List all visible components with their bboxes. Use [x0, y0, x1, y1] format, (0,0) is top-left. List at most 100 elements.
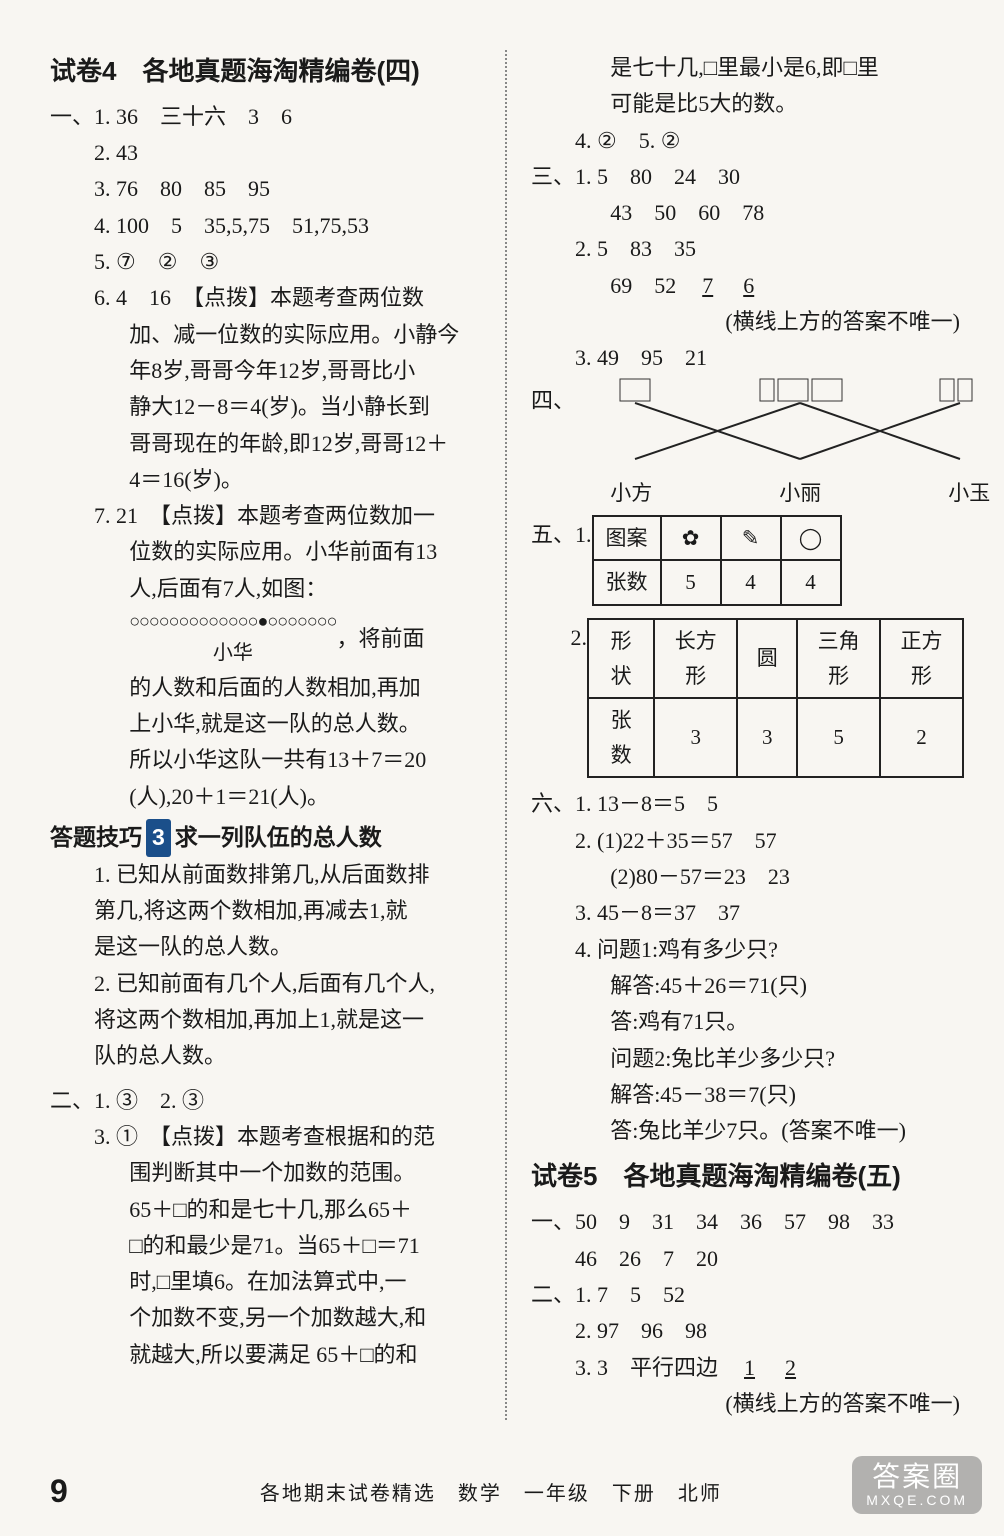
s3-2u1: 7 — [698, 273, 717, 298]
s6-2a: 2. (1)22＋35＝57 57 — [531, 823, 964, 859]
t1-ic3: ◯ — [781, 516, 841, 561]
q1-3: 3. 76 80 85 95 — [50, 171, 481, 207]
r-i4: 4. ② 5. ② — [531, 123, 964, 159]
s4-row: 四、 小方 小丽 — [531, 377, 964, 511]
t2-r: 张数 — [588, 698, 654, 777]
t5-2: 二、1. 7 5 52 — [531, 1277, 964, 1313]
t2-c2: 圆 — [737, 619, 797, 698]
t5-2b: 2. 97 96 98 — [531, 1313, 964, 1349]
t5-2c: 3. 3 平行四边 1 2 — [531, 1350, 964, 1386]
s6-1: 六、1. 13－8＝5 5 — [531, 786, 964, 822]
tip-title-a: 答题技巧 — [50, 824, 142, 850]
q1-7c: 人,后面有7人,如图： — [50, 571, 481, 607]
tip1a: 1. 已知从前面数排第几,从后面数排 — [50, 857, 481, 893]
match-c: 小玉 — [948, 476, 990, 511]
q1-5: 5. ⑦ ② ③ — [50, 244, 481, 280]
tip2a: 2. 已知前面有几个人,后面有几个人, — [50, 966, 481, 1002]
s3-2b-t: 69 52 — [610, 273, 698, 298]
table1: 图案 ✿ ✎ ◯ 张数 5 4 4 — [592, 515, 842, 606]
q2-3f: 个加数不变,另一个加数越大,和 — [50, 1300, 481, 1336]
cont1: 是七十几,□里最小是6,即□里 — [531, 50, 964, 86]
tip2c: 队的总人数。 — [50, 1038, 481, 1074]
q1-4: 4. 100 5 35,5,75 51,75,53 — [50, 208, 481, 244]
s6-4d: 问题2:兔比羊少多少只? — [531, 1041, 964, 1077]
q1-1: 一、1. 36 三十六 3 6 — [50, 99, 481, 135]
t2-v3: 5 — [797, 698, 880, 777]
cont2: 可能是比5大的数。 — [531, 86, 964, 122]
t1-v3: 4 — [781, 560, 841, 605]
q2: 二、1. ③ 2. ③ — [50, 1083, 481, 1119]
s3-2a: 2. 5 83 35 — [531, 231, 964, 267]
q2-3a: 3. ① 【点拨】本题考查根据和的范 — [50, 1119, 481, 1155]
q1-7a: 7. 21 【点拨】本题考查两位数加一 — [50, 498, 481, 534]
s6-4b: 解答:45＋26＝71(只) — [531, 968, 964, 1004]
s3b: 43 50 60 78 — [531, 195, 964, 231]
watermark-big: 答案圈 — [872, 1461, 962, 1492]
tip-title: 答题技巧3求一列队伍的总人数 — [50, 819, 481, 857]
t1-h: 图案 — [593, 516, 661, 561]
q1-6a: 6. 4 16 【点拨】本题考查两位数 — [50, 280, 481, 316]
t1-ic1: ✿ — [661, 516, 721, 561]
t2-c4: 正方形 — [880, 619, 963, 698]
q1-6c: 年8岁,哥哥今年12岁,哥哥比小 — [50, 353, 481, 389]
tip1b: 第几,将这两个数相加,再减去1,就 — [50, 893, 481, 929]
t5-1a: 一、50 9 31 34 36 57 98 33 — [531, 1204, 964, 1240]
q2-3g: 就越大,所以要满足 65＋□的和 — [50, 1337, 481, 1373]
t5-2c-t: 3. 3 平行四边 — [575, 1355, 740, 1380]
watermark-small: MXQE.COM — [866, 1493, 968, 1508]
t1-r: 张数 — [593, 560, 661, 605]
s6-2b: (2)80－57＝23 23 — [531, 859, 964, 895]
q1-7d: ，将前面 — [337, 607, 481, 657]
q2-3c: 65＋□的和是七十几,那么65＋ — [50, 1192, 481, 1228]
queue-dots: ○○○○○○○○○○○○○●○○○○○○○ — [129, 607, 336, 637]
s3-3: 3. 49 95 21 — [531, 340, 964, 376]
s5-row2: 2. 形状 长方形 圆 三角形 正方形 张数 3 3 5 2 — [531, 614, 964, 787]
q2-3e: 时,□里填6。在加法算式中,一 — [50, 1264, 481, 1300]
tip2b: 将这两个数相加,再加上1,就是这一 — [50, 1002, 481, 1038]
t5-1b: 46 26 7 20 — [531, 1241, 964, 1277]
footer-text: 各地期末试卷精选 数学 一年级 下册 北师 — [68, 1477, 914, 1506]
s5-label: 五、1. — [531, 511, 592, 553]
page-number: 9 — [50, 1473, 68, 1510]
s6-4c: 答:鸡有71只。 — [531, 1004, 964, 1040]
q1-6f: 4＝16(岁)。 — [50, 462, 481, 498]
s4-label: 四、 — [531, 377, 575, 419]
t2-v2: 3 — [737, 698, 797, 777]
s3: 三、1. 5 80 24 30 — [531, 159, 964, 195]
s6-3: 3. 45－8＝37 37 — [531, 895, 964, 931]
t5-2c-u1: 1 — [740, 1355, 759, 1380]
t2-c1: 长方形 — [654, 619, 737, 698]
q1-6b: 加、减一位数的实际应用。小静今 — [50, 317, 481, 353]
q2-3b: 围判断其中一个加数的范围。 — [50, 1155, 481, 1191]
t2-c3: 三角形 — [797, 619, 880, 698]
right-column: 是七十几,□里最小是6,即□里 可能是比5大的数。 4. ② 5. ② 三、1.… — [507, 50, 964, 1420]
q1-6e: 哥哥现在的年龄,即12岁,哥哥12＋ — [50, 426, 481, 462]
s5-2: 2. — [531, 614, 587, 656]
t5-2c-u2: 2 — [781, 1355, 800, 1380]
t5-note: (横线上方的答案不唯一) — [531, 1386, 964, 1422]
queue-label: 小华 — [129, 637, 336, 670]
left-column: 试卷4 各地真题海淘精编卷(四) 一、1. 36 三十六 3 6 2. 43 3… — [50, 50, 507, 1420]
tip-num: 3 — [146, 819, 171, 857]
q2-3d: □的和最少是71。当65＋□＝71 — [50, 1228, 481, 1264]
table2: 形状 长方形 圆 三角形 正方形 张数 3 3 5 2 — [587, 618, 964, 779]
t2-v4: 2 — [880, 698, 963, 777]
tip1c: 是这一队的总人数。 — [50, 929, 481, 965]
t1-ic2: ✎ — [721, 516, 781, 561]
s6-4e: 解答:45－38＝7(只) — [531, 1077, 964, 1113]
queue-row: ○○○○○○○○○○○○○●○○○○○○○ 小华 ，将前面 — [50, 607, 481, 670]
page: 试卷4 各地真题海淘精编卷(四) 一、1. 36 三十六 3 6 2. 43 3… — [0, 0, 1004, 1440]
s3-2u2: 6 — [739, 273, 758, 298]
paper5-title: 试卷5 各地真题海淘精编卷(五) — [531, 1155, 964, 1198]
t1-v2: 4 — [721, 560, 781, 605]
t2-h: 形状 — [588, 619, 654, 698]
q1-7b: 位数的实际应用。小华前面有13 — [50, 534, 481, 570]
s3-2b: 69 52 7 6 — [531, 268, 964, 304]
q1-7h: (人),20＋1＝21(人)。 — [50, 779, 481, 815]
match-b: 小丽 — [779, 476, 821, 511]
t1-v1: 5 — [661, 560, 721, 605]
t2-v1: 3 — [654, 698, 737, 777]
s6-4f: 答:兔比羊少7只。(答案不唯一) — [531, 1113, 964, 1149]
q1-7f: 上小华,就是这一队的总人数。 — [50, 706, 481, 742]
tip-title-b: 求一列队伍的总人数 — [175, 824, 382, 850]
